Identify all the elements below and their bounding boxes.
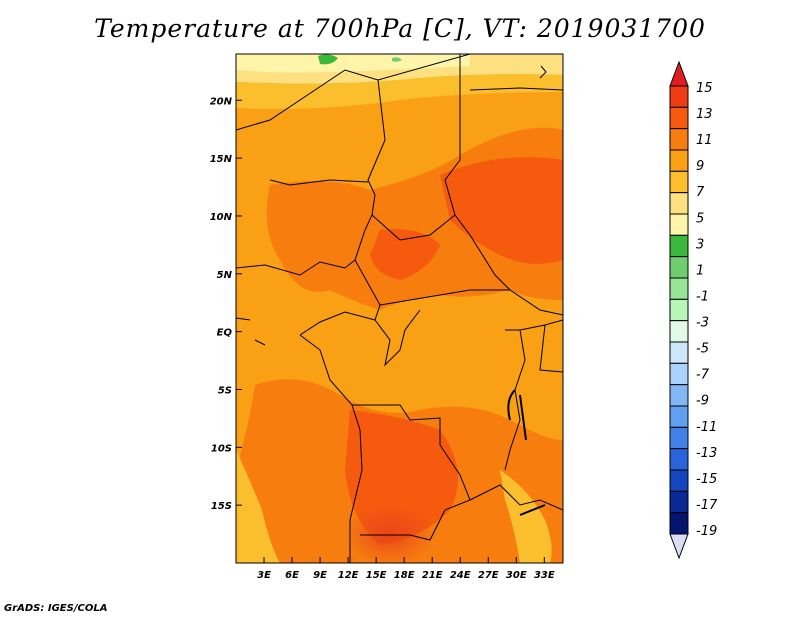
colorbar-swatch bbox=[669, 256, 689, 279]
map-frame bbox=[235, 53, 564, 564]
temperature-field bbox=[236, 54, 563, 563]
colorbar-swatch bbox=[669, 490, 689, 514]
colorbar-swatch bbox=[669, 405, 689, 428]
lat-tick-label: 15S bbox=[211, 501, 232, 512]
colorbar-level-label: 1 bbox=[696, 263, 704, 278]
lat-tick-label: 20N bbox=[210, 96, 233, 107]
credit-label: GrADS: IGES/COLA bbox=[4, 603, 108, 614]
colorbar-level-label: 11 bbox=[696, 133, 713, 148]
colorbar-swatch bbox=[669, 384, 689, 407]
lon-tick-label: 27E bbox=[478, 570, 499, 581]
colorbar-swatch bbox=[669, 234, 689, 258]
colorbar-level-label: -19 bbox=[696, 524, 717, 539]
lon-tick-label: 15E bbox=[366, 570, 387, 581]
colorbar-swatch bbox=[669, 170, 689, 194]
lon-tick-label: 24E bbox=[450, 570, 471, 581]
colorbar-level-label: -3 bbox=[696, 316, 709, 331]
colorbar-swatch bbox=[669, 106, 689, 130]
lat-tick-label: 15N bbox=[210, 154, 233, 165]
colorbar-level-label: -11 bbox=[696, 420, 717, 435]
colorbar-level-label: -5 bbox=[696, 342, 709, 357]
colorbar-swatch bbox=[669, 277, 689, 300]
lat-tick-label: 10N bbox=[210, 212, 233, 223]
longitude-axis: 3E 6E 9E 12E 15E 18E 21E 24E 27E 30E 33E bbox=[257, 557, 555, 581]
colorbar-swatch bbox=[669, 192, 689, 215]
colorbar-swatch bbox=[669, 362, 689, 386]
lat-tick-label: EQ bbox=[217, 328, 233, 339]
lon-tick-label: 3E bbox=[257, 570, 271, 581]
colorbar-swatch bbox=[669, 512, 689, 535]
latitude-axis: 20N 15N 10N 5N EQ 5S 10S 15S bbox=[210, 96, 242, 512]
colorbar-swatch bbox=[669, 320, 689, 343]
colorbar-top-arrow bbox=[669, 60, 689, 87]
lon-tick-label: 12E bbox=[338, 570, 359, 581]
colorbar-swatch bbox=[669, 469, 689, 492]
lat-tick-label: 5S bbox=[218, 385, 232, 396]
colorbar-level-label: -17 bbox=[696, 498, 718, 513]
lon-tick-label: 6E bbox=[285, 570, 299, 581]
colorbar-level-label: -7 bbox=[696, 368, 710, 383]
lon-tick-label: 30E bbox=[506, 570, 527, 581]
colorbar-swatch bbox=[669, 448, 689, 471]
colorbar-swatch bbox=[669, 128, 689, 151]
colorbar-level-label: 3 bbox=[696, 237, 704, 252]
colorbar-level-label: 7 bbox=[696, 185, 705, 200]
colorbar-bottom-arrow bbox=[669, 533, 689, 560]
colorbar-level-label: 5 bbox=[696, 211, 704, 226]
colorbar-swatch bbox=[669, 341, 689, 364]
lon-tick-label: 21E bbox=[422, 570, 443, 581]
lat-tick-label: 10S bbox=[211, 443, 232, 454]
colorbar-level-label: 15 bbox=[696, 81, 713, 96]
lat-tick-label: 5N bbox=[217, 270, 233, 281]
colorbar-swatch bbox=[669, 426, 689, 450]
colorbar: 15 13 11 9 7 5 3 1 -1 -3 -5 -7 -9 -11 -13 -15 -17 -19 bbox=[669, 60, 718, 560]
lon-tick-label: 33E bbox=[534, 570, 555, 581]
colorbar-swatch bbox=[669, 213, 689, 236]
lon-tick-label: 18E bbox=[394, 570, 415, 581]
colorbar-swatch bbox=[669, 298, 689, 322]
colorbar-level-label: 9 bbox=[696, 159, 704, 174]
colorbar-swatch bbox=[669, 85, 689, 108]
colorbar-swatch bbox=[669, 149, 689, 172]
lon-tick-label: 9E bbox=[313, 570, 327, 581]
colorbar-level-label: 13 bbox=[696, 107, 713, 122]
colorbar-level-label: -9 bbox=[696, 394, 709, 409]
country-borders bbox=[236, 54, 563, 563]
colorbar-level-label: -15 bbox=[696, 472, 717, 487]
colorbar-level-label: -13 bbox=[696, 446, 717, 461]
colorbar-level-label: -1 bbox=[696, 289, 709, 304]
chart-title: Temperature at 700hPa [C], VT: 201903170… bbox=[94, 14, 706, 43]
